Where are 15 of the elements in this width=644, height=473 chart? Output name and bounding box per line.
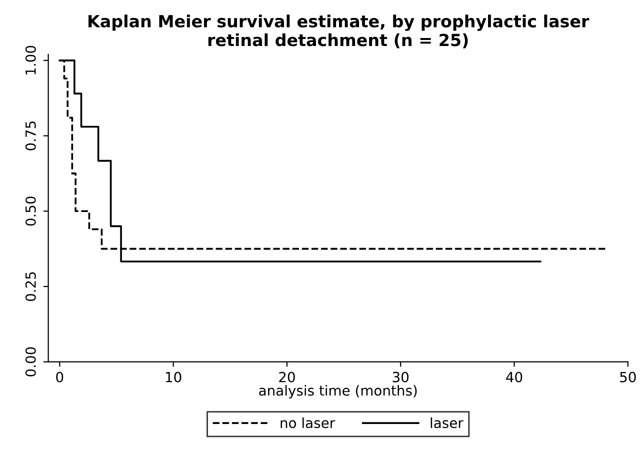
y-tick-label: 0.75 xyxy=(25,122,36,150)
x-axis-title: analysis time (months) xyxy=(259,385,417,398)
x-tick-label: 40 xyxy=(506,372,522,382)
x-tick-label: 0 xyxy=(56,372,64,382)
x-tick-label: 10 xyxy=(166,372,182,382)
x-tick-label: 50 xyxy=(620,372,636,382)
legend-label: laser xyxy=(430,417,464,428)
y-tick-label: 0.00 xyxy=(25,347,36,376)
y-tick-label: 0.50 xyxy=(25,196,36,226)
legend-label: no laser xyxy=(280,417,336,428)
y-tick-label: 1.00 xyxy=(25,46,36,74)
x-tick-label: 30 xyxy=(392,372,409,382)
x-tick-label: 20 xyxy=(279,372,295,382)
chart-title: Kaplan Meier survival estimate, by prophylactic laser retinal detachment (n = 25) xyxy=(88,14,590,48)
y-tick-label: 0.25 xyxy=(25,272,36,302)
